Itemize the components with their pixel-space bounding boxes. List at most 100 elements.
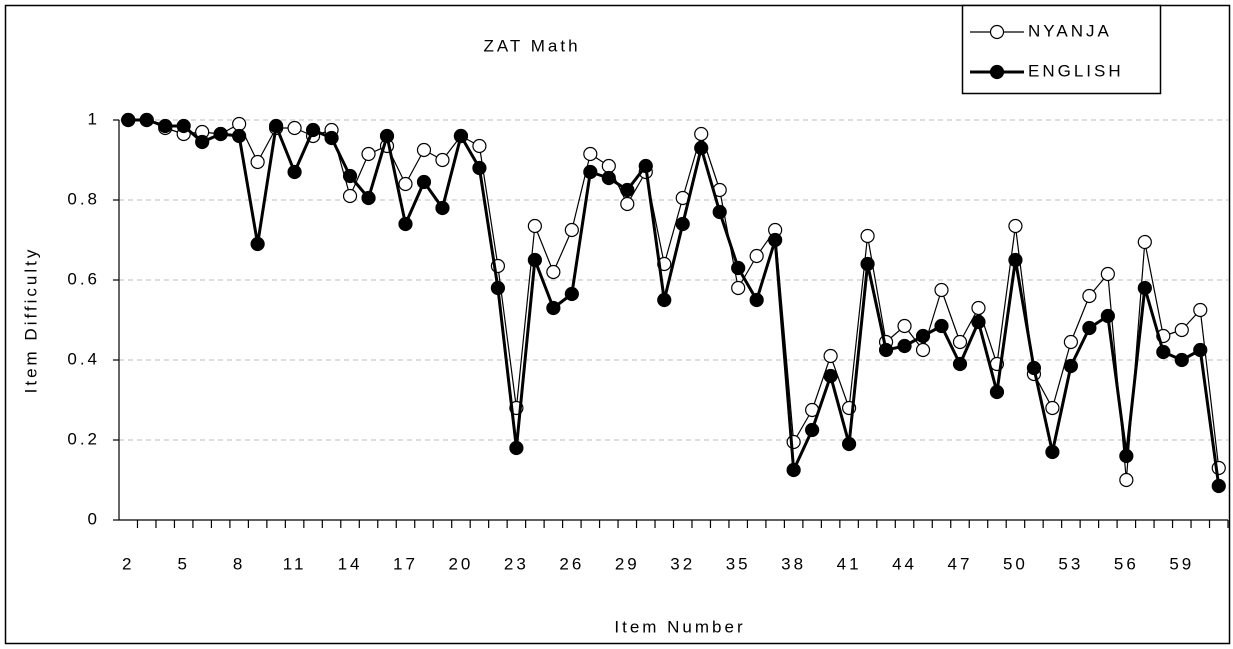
- data-point: [250, 154, 265, 170]
- data-point: [527, 252, 542, 268]
- data-point: [897, 338, 912, 354]
- data-point: [620, 196, 635, 212]
- data-point: [1063, 358, 1078, 374]
- data-point: [971, 300, 986, 316]
- y-tick-label: 0: [88, 509, 100, 528]
- data-point: [287, 120, 302, 136]
- data-point: [583, 146, 598, 162]
- data-point: [1211, 478, 1226, 494]
- data-point: [564, 222, 579, 238]
- data-point: [1100, 308, 1115, 324]
- data-point: [546, 300, 561, 316]
- data-point: [675, 216, 690, 232]
- y-tick-label: 1: [88, 109, 100, 128]
- data-point: [1082, 288, 1097, 304]
- data-point: [805, 422, 820, 438]
- data-point: [121, 112, 136, 128]
- x-tick-label: 35: [726, 554, 751, 573]
- x-tick-label: 44: [892, 554, 917, 573]
- x-tick-label: 50: [1003, 554, 1028, 573]
- data-point: [731, 280, 746, 296]
- data-point: [694, 126, 709, 142]
- data-point: [749, 248, 764, 264]
- x-tick-label: 11: [283, 554, 307, 573]
- data-point: [971, 314, 986, 330]
- x-tick-label: 38: [781, 554, 806, 573]
- data-point: [1008, 252, 1023, 268]
- data-point: [232, 128, 247, 144]
- x-tick-label: 29: [615, 554, 640, 573]
- data-point: [952, 356, 968, 372]
- x-tick-label: 23: [504, 554, 529, 573]
- data-point: [786, 434, 801, 450]
- data-point: [564, 286, 579, 302]
- x-axis-label: Item Number: [614, 617, 745, 636]
- legend-marker: [989, 24, 1005, 40]
- data-point: [379, 128, 395, 144]
- data-point: [731, 260, 746, 276]
- data-point: [1193, 302, 1208, 318]
- data-point: [1174, 352, 1189, 368]
- y-axis-label: Item Difficulty: [21, 247, 40, 394]
- data-point: [989, 384, 1005, 400]
- data-point: [342, 168, 358, 184]
- data-point: [527, 218, 542, 234]
- data-point: [620, 182, 635, 198]
- data-point: [823, 368, 838, 384]
- data-point: [176, 118, 191, 134]
- legend-marker: [989, 64, 1005, 80]
- legend-label: ENGLISH: [1028, 61, 1124, 80]
- data-point: [195, 134, 210, 150]
- data-point: [472, 138, 487, 154]
- data-point: [601, 158, 616, 174]
- data-point: [305, 122, 321, 138]
- data-point: [361, 146, 376, 162]
- x-tick-label: 17: [393, 554, 418, 573]
- data-point: [250, 236, 265, 252]
- chart-border: [4, 4, 1231, 645]
- data-point: [897, 318, 912, 334]
- y-tick-label: 0.4: [67, 349, 100, 368]
- data-point: [287, 164, 302, 180]
- series-line: [128, 118, 1221, 487]
- data-point: [139, 112, 154, 128]
- data-point: [416, 174, 432, 190]
- data-point: [1174, 322, 1189, 338]
- x-tick-label: 8: [233, 554, 245, 573]
- data-point: [1063, 334, 1078, 350]
- data-point: [638, 158, 653, 174]
- data-point: [915, 328, 931, 344]
- data-point: [915, 342, 931, 358]
- data-point: [1156, 344, 1171, 360]
- x-tick-label: 32: [670, 554, 695, 573]
- data-point: [472, 160, 487, 176]
- x-tick-label: 59: [1169, 554, 1194, 573]
- x-tick-label: 2: [122, 554, 134, 573]
- data-point: [952, 334, 968, 350]
- data-point: [768, 232, 783, 248]
- legend-label: NYANJA: [1028, 21, 1112, 40]
- data-point: [435, 152, 450, 168]
- data-point: [749, 292, 764, 308]
- y-tick-label: 0.8: [67, 189, 100, 208]
- data-point: [934, 282, 949, 298]
- data-point: [860, 256, 875, 272]
- data-point: [657, 292, 672, 308]
- data-point: [1082, 320, 1097, 336]
- data-point: [1137, 280, 1152, 296]
- chart-title: ZAT Math: [483, 36, 580, 55]
- data-point: [453, 128, 469, 144]
- x-tick-label: 41: [837, 554, 862, 573]
- data-point: [324, 130, 339, 146]
- data-point: [1119, 472, 1134, 488]
- data-point: [213, 126, 228, 142]
- data-point: [435, 200, 450, 216]
- x-tick-label: 53: [1058, 554, 1083, 573]
- data-point: [1193, 342, 1208, 358]
- data-point: [269, 118, 284, 134]
- x-tick-label: 20: [448, 554, 473, 573]
- data-point: [601, 170, 616, 186]
- data-point: [546, 264, 561, 280]
- y-tick-label: 0.2: [67, 429, 100, 448]
